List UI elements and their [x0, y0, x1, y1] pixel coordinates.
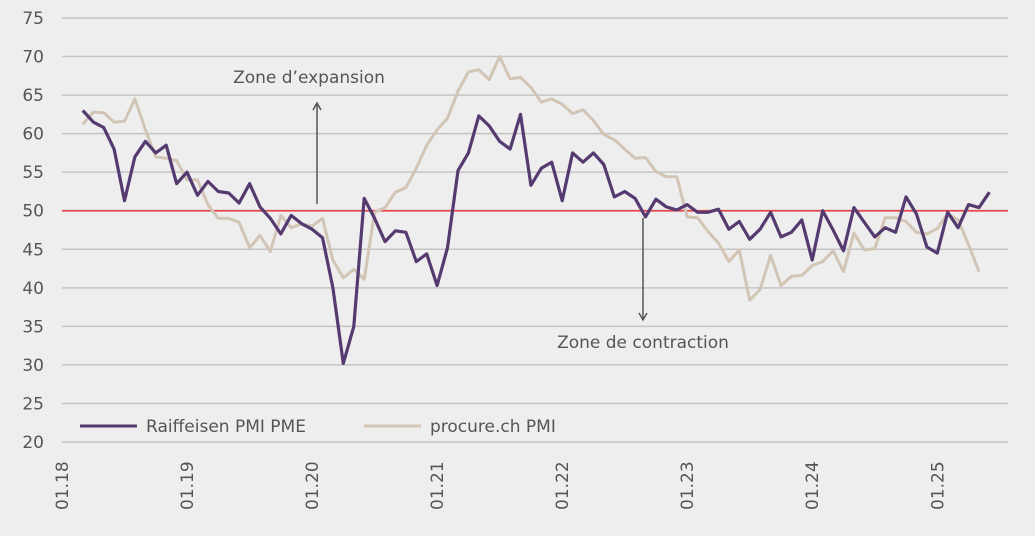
y-tick-label: 50 — [22, 202, 44, 222]
x-tick-label: 01.22 — [553, 461, 573, 510]
y-tick-label: 30 — [22, 356, 44, 376]
annotation-contraction-label: Zone de contraction — [557, 333, 729, 353]
x-axis-ticks: 01.18 01.19 01.20 01.21 01.22 01.23 01.24 01.25 — [53, 461, 948, 510]
y-tick-label: 60 — [22, 125, 44, 145]
x-tick-label: 01.18 — [53, 461, 73, 510]
y-tick-label: 20 — [22, 433, 44, 453]
y-tick-label: 35 — [22, 317, 44, 337]
y-tick-label: 55 — [22, 163, 44, 183]
annotation-expansion: Zone d’expansion — [233, 68, 385, 204]
y-tick-label: 45 — [22, 240, 44, 260]
x-tick-label: 01.20 — [303, 461, 323, 510]
series-procure-ch-pmi-line — [81, 55, 981, 302]
arrow-up-head — [312, 101, 322, 111]
legend-label-procure: procure.ch PMI — [430, 417, 556, 437]
y-tick-label: 75 — [22, 9, 44, 29]
arrow-down-head — [638, 312, 648, 322]
gridlines — [62, 17, 1008, 443]
x-tick-label: 01.21 — [428, 461, 448, 510]
legend-label-raiffeisen: Raiffeisen PMI PME — [146, 417, 306, 437]
x-tick-label: 01.24 — [803, 461, 823, 510]
x-tick-label: 01.23 — [678, 461, 698, 510]
x-tick-label: 01.19 — [178, 461, 198, 510]
annotation-expansion-label: Zone d’expansion — [233, 68, 385, 88]
y-tick-label: 65 — [22, 86, 44, 106]
legend: Raiffeisen PMI PME procure.ch PMI — [80, 417, 556, 437]
annotation-contraction: Zone de contraction — [557, 218, 729, 353]
y-tick-label: 40 — [22, 279, 44, 299]
y-axis-ticks: 20 25 30 35 40 45 50 55 60 65 70 75 — [22, 9, 44, 453]
y-tick-label: 70 — [22, 48, 44, 68]
x-tick-label: 01.25 — [928, 461, 948, 510]
series-raiffeisen-pmi-pme-line — [81, 109, 991, 365]
y-tick-label: 25 — [22, 394, 44, 414]
